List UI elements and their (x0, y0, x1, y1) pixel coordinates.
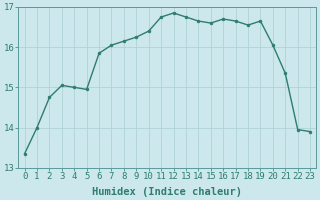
X-axis label: Humidex (Indice chaleur): Humidex (Indice chaleur) (92, 186, 242, 197)
